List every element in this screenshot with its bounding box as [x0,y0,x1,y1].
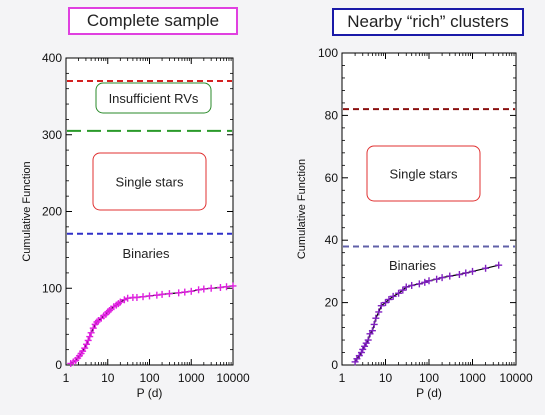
left-annotation-text-0: Insufficient RVs [109,91,199,106]
right-cumulative-series [351,261,503,366]
right-data-point [385,295,393,303]
left-x-tick-label-3: 1000 [178,371,205,385]
right-x-tick-label-3: 1000 [459,371,486,385]
right-x-tick-label-1: 10 [379,371,393,385]
left-x-tick-label-4: 10000 [216,371,250,385]
left-data-point [216,283,224,291]
left-data-point [81,344,89,352]
right-data-point [462,269,470,277]
left-annotation-box-1 [92,152,207,211]
left-y-tick-label-4: 400 [42,51,62,65]
left-data-point [195,286,203,294]
right-y-tick-label-3: 60 [325,171,339,185]
right-data-point [399,286,407,294]
right-data-point [438,274,446,282]
right-annotation-text-1: Binaries [389,258,436,273]
left-data-point [133,293,141,301]
right-data-point [482,264,490,272]
left-data-point [89,324,97,332]
left-annotation-boxes: Insufficient RVs Single stars Binaries [92,82,212,261]
right-data-point [375,308,383,316]
left-x-axis-label: P (d) [137,386,163,400]
left-data-point [83,340,91,348]
right-y-tick-label-0: 0 [331,358,338,372]
right-data-point [495,261,503,269]
right-data-point [364,336,372,344]
left-data-point [181,288,189,296]
left-cumulative-series [67,282,237,367]
left-y-tick-label-2: 200 [42,205,62,219]
left-data-point [116,298,124,306]
left-axis-ticks: 1 10 100 1000 10000 0 100 200 300 400 [42,51,250,385]
left-data-point [86,333,94,341]
right-data-point [402,283,410,291]
left-data-point [158,290,166,298]
left-data-point [146,292,153,300]
left-annotation-text-1: Single stars [116,175,184,190]
left-annotation-text-2: Binaries [123,246,170,261]
right-data-point [395,289,403,297]
right-x-tick-label-4: 10000 [499,371,533,385]
left-data-point [165,290,173,298]
right-annotation-box-0 [366,145,481,202]
right-data-point [408,281,416,289]
left-data-point [87,329,95,337]
left-data-point [105,307,113,315]
left-x-tick-label-0: 1 [63,371,70,385]
right-data-point [455,271,463,279]
right-chart-title: Nearby “rich” clusters [332,8,524,36]
left-data-point [223,283,231,291]
left-y-tick-label-0: 0 [55,358,62,372]
left-data-point [124,294,132,302]
left-data-point [187,287,195,295]
left-chart-panel: Insufficient RVs Single stars Binaries 1 10… [21,51,250,400]
left-data-point [93,318,101,326]
right-threshold-lines [343,108,515,248]
right-data-point [446,272,454,280]
right-y-axis-label: Cumulative Function [296,159,308,259]
right-data-point [370,320,378,328]
left-data-point [229,282,237,290]
left-data-point [120,296,128,304]
right-annotation-text-0: Single stars [390,167,458,182]
right-y-tick-label-4: 80 [325,108,339,122]
right-data-point [433,275,441,283]
right-data-point [469,267,476,275]
right-data-point [415,280,423,288]
left-y-axis-label: Cumulative Function [21,161,33,261]
left-y-tick-label-1: 100 [42,281,62,295]
right-y-tick-label-1: 20 [325,296,339,310]
left-annotation-box-0 [95,82,212,114]
left-chart-title: Complete sample [68,7,238,35]
right-axis-ticks: 1 10 100 1000 10000 0 20 40 60 80 100 [318,46,533,385]
right-data-point [389,292,397,300]
right-data-point [377,302,385,310]
right-annotation-boxes: Single stars Binaries [366,145,481,273]
left-data-point [139,293,147,301]
left-data-point [175,289,183,297]
right-plot-area [341,52,517,366]
left-threshold-lines [67,80,232,235]
left-data-point [153,291,161,299]
left-x-tick-label-2: 100 [139,371,159,385]
right-y-tick-label-5: 100 [318,46,338,60]
right-data-point [368,327,376,335]
left-x-tick-label-1: 10 [101,371,115,385]
right-x-tick-label-0: 1 [339,371,346,385]
right-x-tick-label-2: 100 [419,371,439,385]
right-x-axis-label: P (d) [416,386,442,400]
left-data-point [207,284,215,292]
left-y-tick-label-3: 300 [42,128,62,142]
left-data-point [200,285,208,293]
right-data-point [372,314,380,322]
right-y-tick-label-2: 40 [325,233,339,247]
right-chart-panel: Single stars Binaries 1 10 100 1000 10000 0 20 4… [296,46,533,400]
right-data-point [421,278,429,286]
right-data-point [357,349,365,357]
left-data-point [84,336,92,344]
right-data-point [382,299,389,307]
right-data-point [425,277,433,285]
